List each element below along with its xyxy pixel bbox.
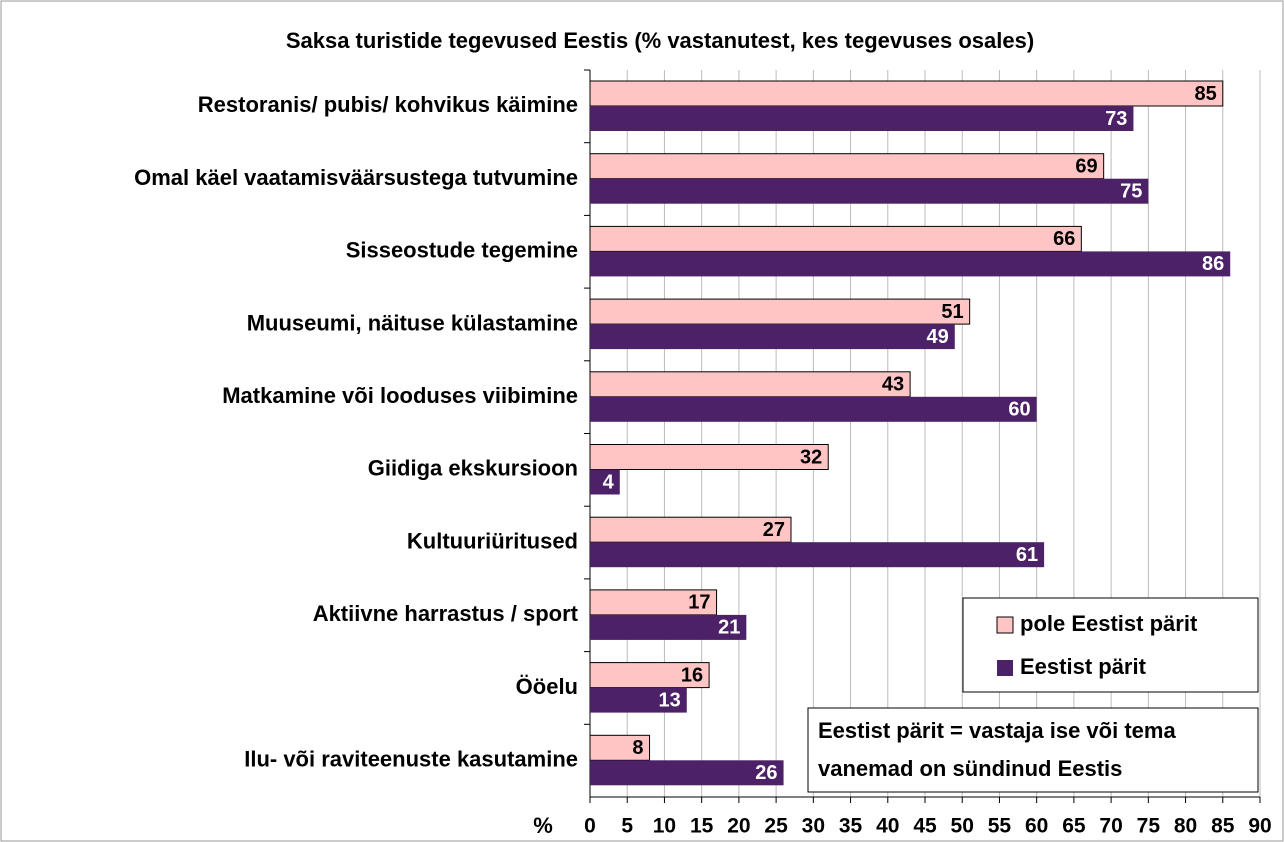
bar [590,396,1037,422]
x-tick-label: 90 [1248,815,1271,838]
x-axis-label: % [533,813,553,838]
data-label: 43 [882,374,904,396]
legend-label: pole Eestist pärit [1020,611,1198,636]
x-tick-label: 35 [839,815,863,838]
legend-box [962,597,1259,693]
bar [589,734,651,761]
data-label: 69 [1075,155,1097,177]
bar [589,516,792,543]
x-tick-label: 55 [988,815,1012,838]
y-tick-label: Ilu- või raviteenuste kasutamine [244,746,578,771]
y-tick-label: Sisseostude tegemine [346,238,578,263]
bar [589,298,971,325]
legend-swatch [997,660,1013,676]
data-label: 51 [941,301,963,323]
data-label: 86 [1202,253,1224,275]
data-label: 60 [1008,399,1030,421]
y-tick-label: Restoranis/ pubis/ kohvikus käimine [198,92,578,117]
data-label: 26 [755,762,777,784]
x-tick-label: 20 [727,815,750,838]
x-tick-label: 80 [1174,815,1197,838]
x-tick-label: 45 [913,815,937,838]
x-tick-label: 75 [1137,815,1161,838]
annotation-box [807,707,1259,793]
bar [590,106,1134,131]
bar [589,153,1105,180]
x-tick-label: 10 [653,815,676,838]
x-tick-label: 40 [876,815,899,838]
data-label: 85 [1195,83,1217,105]
data-label: 13 [659,689,681,711]
x-tick-label: 50 [951,815,974,838]
data-label: 75 [1120,180,1142,202]
data-label: 21 [718,617,740,639]
x-tick-label: 0 [584,815,596,838]
bar [589,444,829,470]
bar [589,371,911,398]
data-label: 27 [763,519,785,541]
annotation: vanemad on sündinud Eestis [818,756,1122,781]
bar [589,589,718,616]
data-label: 66 [1053,228,1075,250]
x-tick-label: 30 [802,815,825,838]
x-tick-label: 85 [1211,815,1235,838]
bar [590,614,747,640]
data-label: 61 [1016,544,1038,566]
bar [590,251,1231,277]
y-tick-label: Muuseumi, näituse külastamine [247,310,578,335]
data-label: 32 [800,446,822,468]
bar [589,662,710,689]
bar [589,225,1082,252]
bar [590,324,955,350]
data-label: 49 [927,326,949,348]
data-label: 4 [603,471,615,493]
x-tick-label: 60 [1025,815,1048,838]
x-tick-label: 65 [1062,815,1086,838]
x-tick-label: 25 [764,815,788,838]
y-tick-label: Giidiga ekskursioon [368,456,578,481]
x-tick-label: 5 [621,815,633,838]
y-tick-label: Aktiivne harrastus / sport [313,601,579,626]
legend-swatch [996,616,1014,634]
x-tick-label: 70 [1099,815,1122,838]
bar [590,542,1045,568]
x-tick-label: 15 [690,815,714,838]
data-label: 73 [1105,108,1127,130]
data-label: 17 [688,592,710,614]
bar [589,80,1224,107]
y-tick-label: Ööelu [516,674,578,699]
chart-title: Saksa turistide tegevused Eestis (% vast… [286,28,1034,53]
bar [590,469,620,495]
bar [590,687,687,713]
y-tick-label: Omal käel vaatamisväärsustega tutvumine [134,165,578,190]
y-tick-label: Kultuuriüritused [407,528,578,553]
legend-label: Eestist pärit [1020,654,1147,679]
bar [590,178,1149,204]
annotation: Eestist pärit = vastaja ise või tema [818,718,1176,743]
y-tick-label: Matkamine või looduses viibimine [222,383,578,408]
data-label: 8 [632,737,643,759]
bar [590,760,784,786]
data-label: 16 [681,664,703,686]
